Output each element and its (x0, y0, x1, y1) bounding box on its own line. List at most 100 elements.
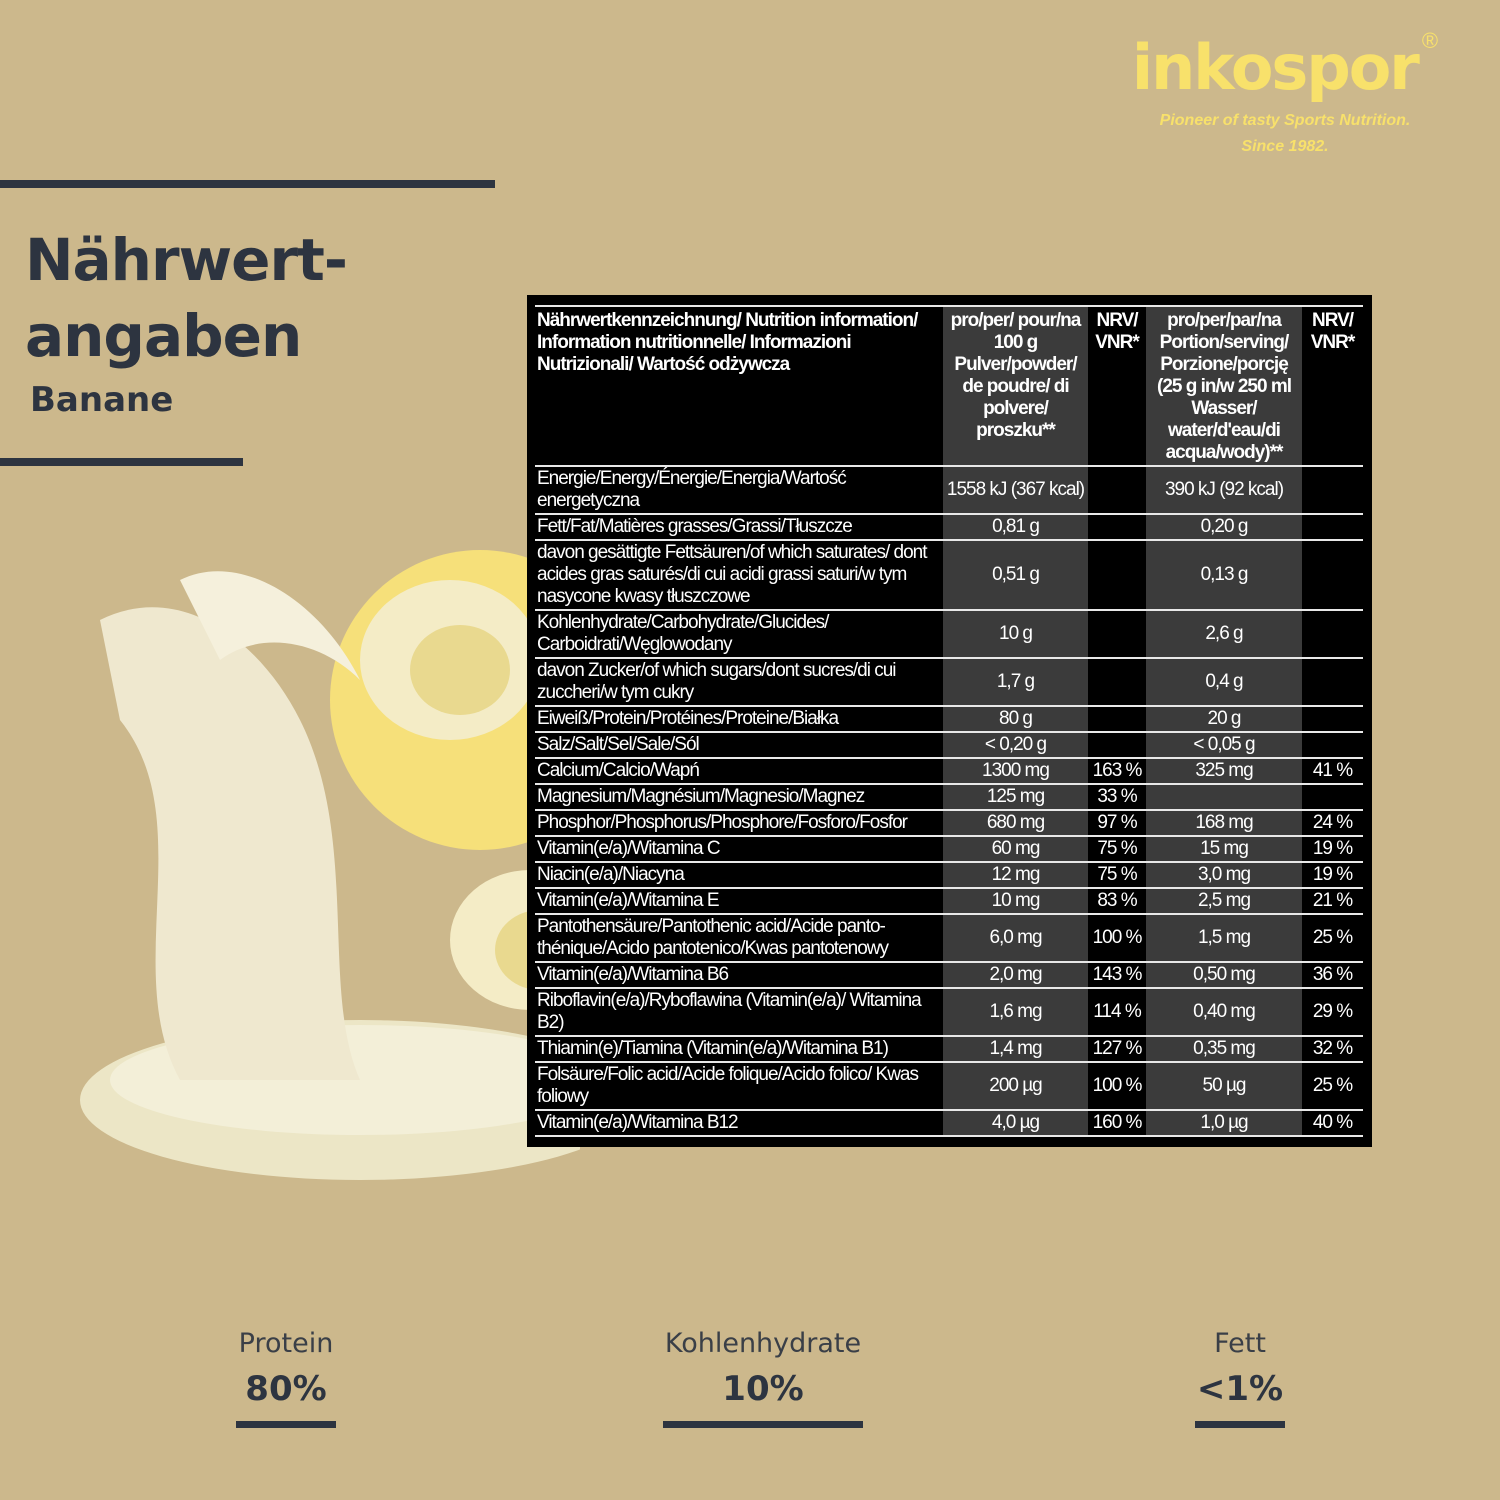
nutrient-name: Vitamin(e/a)/Witamina C (535, 835, 943, 862)
nrv-per-100g: 163 % (1088, 757, 1146, 784)
nrv-per-100g: 160 % (1088, 1109, 1146, 1137)
stat-value: 10% (722, 1369, 804, 1409)
value-per-100g: 200 µg (943, 1061, 1088, 1110)
table-row: davon Zucker/of which sugars/dont sucres… (535, 657, 1363, 706)
table-row: Eiweiß/Protein/Protéines/Proteine/Białka… (535, 705, 1363, 732)
value-per-100g: 4,0 µg (943, 1109, 1088, 1137)
nutrient-name: davon gesättigte Fettsäuren/of which sat… (535, 539, 943, 610)
value-per-100g: 10 g (943, 609, 1088, 658)
value-per-serving: 0,20 g (1146, 513, 1302, 540)
nutrient-name: Niacin(e/a)/Niacyna (535, 861, 943, 888)
table-header-row: Nährwertkennzeichnung/ Nutrition informa… (535, 305, 1363, 467)
nutrient-name: Folsäure/Folic acid/Acide folique/Acido … (535, 1061, 943, 1110)
nrv-per-100g: 114 % (1088, 987, 1146, 1036)
table-row: Fett/Fat/Matières grasses/Grassi/Tłuszcz… (535, 513, 1363, 540)
nrv-per-serving (1302, 705, 1363, 732)
nrv-per-100g (1088, 513, 1146, 540)
value-per-100g: < 0,20 g (943, 731, 1088, 758)
nutrient-name: Vitamin(e/a)/Witamina B12 (535, 1109, 943, 1137)
nrv-per-100g (1088, 539, 1146, 610)
stat-underline (1195, 1421, 1285, 1428)
nrv-per-serving: 29 % (1302, 987, 1363, 1036)
value-per-serving: 0,40 mg (1146, 987, 1302, 1036)
value-per-100g: 1,4 mg (943, 1035, 1088, 1062)
divider-bottom (0, 458, 243, 466)
nrv-per-serving: 25 % (1302, 1061, 1363, 1110)
nrv-per-serving (1302, 465, 1363, 514)
table-row: Folsäure/Folic acid/Acide folique/Acido … (535, 1061, 1363, 1110)
value-per-serving: 2,6 g (1146, 609, 1302, 658)
nrv-per-100g: 75 % (1088, 861, 1146, 888)
nutrient-name: Thiamin(e)/Tiamina (Vitamin(e/a)/Witamin… (535, 1035, 943, 1062)
stat-value: <1% (1196, 1369, 1284, 1409)
nrv-per-100g: 83 % (1088, 887, 1146, 914)
stat-label: Kohlenhydrate (664, 1328, 862, 1359)
value-per-serving: 390 kJ (92 kcal) (1146, 465, 1302, 514)
stat-fat: Fett <1% (1140, 1328, 1340, 1428)
value-per-serving: 50 µg (1146, 1061, 1302, 1110)
nrv-per-100g: 100 % (1088, 1061, 1146, 1110)
nrv-per-serving (1302, 609, 1363, 658)
nrv-per-100g: 75 % (1088, 835, 1146, 862)
nutrient-name: Phosphor/Phosphorus/Phosphore/Fosforo/Fo… (535, 809, 943, 836)
table-row: Calcium/Calcio/Wapń 1300 mg 163 % 325 mg 41 … (535, 757, 1363, 784)
value-per-100g: 60 mg (943, 835, 1088, 862)
nutrient-name: Vitamin(e/a)/Witamina E (535, 887, 943, 914)
nutrient-name: Calcium/Calcio/Wapń (535, 757, 943, 784)
stat-underline (663, 1421, 863, 1428)
page-title: Nährwert- angaben (25, 222, 348, 374)
nrv-per-serving: 40 % (1302, 1109, 1363, 1137)
nrv-per-serving: 36 % (1302, 961, 1363, 988)
nutrient-name: Riboflavin(e/a)/Ryboflawina (Vitamin(e/a… (535, 987, 943, 1036)
table-row: Energie/Energy/Énergie/Energia/Wartość e… (535, 465, 1363, 514)
nrv-per-100g (1088, 731, 1146, 758)
value-per-serving: 168 mg (1146, 809, 1302, 836)
value-per-100g: 12 mg (943, 861, 1088, 888)
value-per-serving: 0,13 g (1146, 539, 1302, 610)
header-per-serving: pro/per/par/na Portion/serving/ Porzione… (1146, 305, 1302, 467)
value-per-serving: 15 mg (1146, 835, 1302, 862)
nrv-per-serving: 21 % (1302, 887, 1363, 914)
value-per-serving: 20 g (1146, 705, 1302, 732)
brand-logo: inkospor ® Pioneer of tasty Sports Nutri… (1090, 28, 1480, 160)
table-row: Magnesium/Magnésium/Magnesio/Magnez 125 m… (535, 783, 1363, 810)
logo-since: Since 1982. (1241, 138, 1329, 155)
banana-milk-splash-image (80, 550, 580, 1180)
logo-row: inkospor ® (1090, 28, 1480, 108)
value-per-100g: 10 mg (943, 887, 1088, 914)
nutrient-name: Vitamin(e/a)/Witamina B6 (535, 961, 943, 988)
header-per-100g: pro/per/ pour/na 100 g Pulver/powder/ de… (943, 305, 1088, 467)
table-row: Vitamin(e/a)/Witamina B6 2,0 mg 143 % 0,50 … (535, 961, 1363, 988)
title-line-2: angaben (25, 302, 302, 370)
nrv-per-100g (1088, 657, 1146, 706)
value-per-serving (1146, 783, 1302, 810)
nutrient-name: Kohlenhydrate/Carbohydrate/Glucides/ Car… (535, 609, 943, 658)
divider-top (0, 180, 495, 188)
stat-value: 80% (245, 1369, 327, 1409)
value-per-serving: 1,5 mg (1146, 913, 1302, 962)
table-row: Vitamin(e/a)/Witamina C 60 mg 75 % 15 mg 19 … (535, 835, 1363, 862)
nrv-per-serving: 19 % (1302, 861, 1363, 888)
value-per-serving: 3,0 mg (1146, 861, 1302, 888)
nrv-per-serving (1302, 657, 1363, 706)
value-per-100g: 2,0 mg (943, 961, 1088, 988)
nrv-per-100g: 143 % (1088, 961, 1146, 988)
registered-mark: ® (1421, 28, 1439, 53)
logo-wordmark: inkospor (1131, 31, 1420, 104)
nrv-per-serving: 41 % (1302, 757, 1363, 784)
value-per-serving: 0,35 mg (1146, 1035, 1302, 1062)
nrv-per-100g: 97 % (1088, 809, 1146, 836)
value-per-100g: 1,7 g (943, 657, 1088, 706)
value-per-serving: 2,5 mg (1146, 887, 1302, 914)
nrv-per-serving: 19 % (1302, 835, 1363, 862)
value-per-serving: 1,0 µg (1146, 1109, 1302, 1137)
value-per-100g: 1300 mg (943, 757, 1088, 784)
nutrient-name: Fett/Fat/Matières grasses/Grassi/Tłuszcz… (535, 513, 943, 540)
nutrition-table: Nährwertkennzeichnung/ Nutrition informa… (527, 295, 1372, 1147)
nrv-per-serving (1302, 513, 1363, 540)
nrv-per-100g: 100 % (1088, 913, 1146, 962)
value-per-serving: 0,4 g (1146, 657, 1302, 706)
nrv-per-serving: 25 % (1302, 913, 1363, 962)
table-row: Vitamin(e/a)/Witamina E 10 mg 83 % 2,5 mg 21… (535, 887, 1363, 914)
nutrient-name: Magnesium/Magnésium/Magnesio/Magnez (535, 783, 943, 810)
